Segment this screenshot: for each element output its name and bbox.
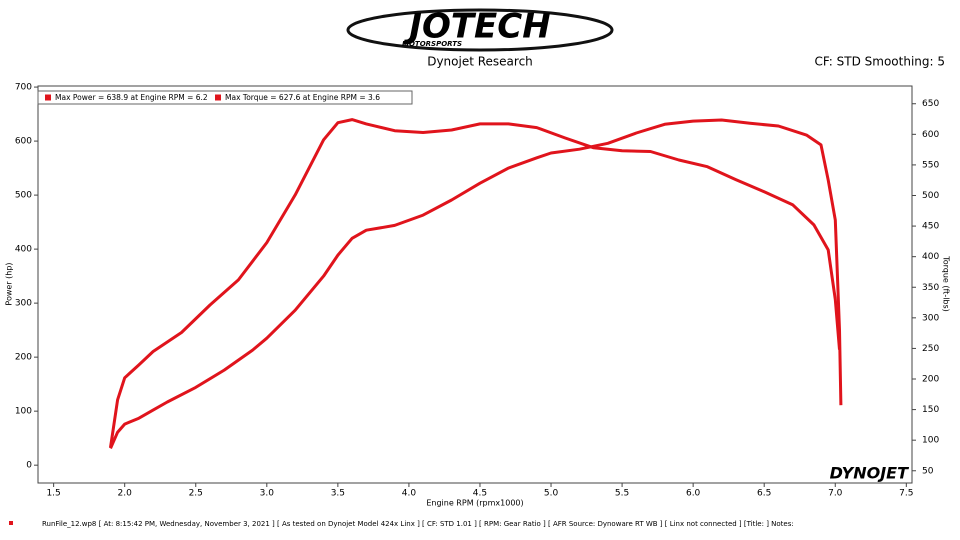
y2-axis-label: Torque (ft-lbs)	[942, 255, 951, 312]
series-line	[109, 118, 841, 448]
y2-tick-label: 500	[922, 191, 939, 201]
y2-tick-label: 100	[922, 436, 939, 446]
x-tick-label: 5.0	[544, 489, 559, 499]
legend-swatch	[215, 94, 221, 101]
y2-tick-label: 650	[922, 99, 939, 109]
y-tick-label: 0	[26, 461, 32, 471]
y-tick-label: 600	[15, 137, 32, 147]
y-tick-label: 100	[15, 407, 32, 417]
y2-tick-label: 50	[922, 466, 934, 476]
y-tick-label: 700	[15, 83, 32, 93]
footer: RunFile_12.wp8 [ At: 8:15:42 PM, Wednesd…	[42, 520, 794, 528]
y2-tick-label: 550	[922, 160, 939, 170]
legend	[37, 90, 413, 105]
y2-tick-label: 450	[922, 222, 939, 232]
x-tick-label: 3.0	[260, 489, 275, 499]
x-tick-label: 4.0	[402, 489, 417, 499]
x-axis-label: Engine RPM (rpmx1000)	[426, 499, 523, 508]
x-tick-label: 3.5	[331, 489, 345, 499]
y-tick-label: 300	[15, 299, 32, 309]
brand: DYNOJET	[830, 464, 910, 483]
y-tick-label: 200	[15, 353, 32, 363]
y2-tick-label: 600	[922, 130, 939, 140]
y-tick-label: 500	[15, 191, 32, 201]
y-tick-label: 400	[15, 245, 32, 255]
y2-tick-label: 150	[922, 405, 939, 415]
x-tick-label: 7.5	[899, 489, 913, 499]
x-tick-label: 7.0	[828, 489, 843, 499]
x-tick-label: 1.5	[46, 489, 60, 499]
x-tick-label: 2.0	[118, 489, 133, 499]
y2-tick-label: 250	[922, 344, 939, 354]
y2-tick-label: 300	[922, 313, 939, 323]
y2-tick-label: 400	[922, 252, 939, 262]
x-tick-label: 6.0	[686, 489, 701, 499]
status-marker	[9, 521, 13, 525]
plot-area	[37, 85, 913, 484]
y-axis-label: Power (hp)	[5, 262, 14, 305]
legend-label: Max Torque = 627.6 at Engine RPM = 3.6	[225, 93, 380, 102]
y2-tick-label: 200	[922, 375, 939, 385]
x-tick-label: 6.5	[757, 489, 771, 499]
logo-swoosh	[346, 8, 614, 52]
y2-tick-label: 350	[922, 283, 939, 293]
x-tick-label: 5.5	[615, 489, 629, 499]
logo-sub: MOTORSPORTS	[402, 40, 462, 48]
title: Dynojet Research	[427, 55, 533, 69]
legend-label: Max Power = 638.9 at Engine RPM = 6.2	[55, 93, 208, 102]
legend-swatch	[45, 94, 51, 101]
x-tick-label: 4.5	[473, 489, 487, 499]
x-tick-label: 2.5	[189, 489, 203, 499]
series-line	[109, 118, 843, 450]
settings: CF: STD Smoothing: 5	[814, 55, 945, 69]
logo: JOTECH	[403, 7, 550, 47]
